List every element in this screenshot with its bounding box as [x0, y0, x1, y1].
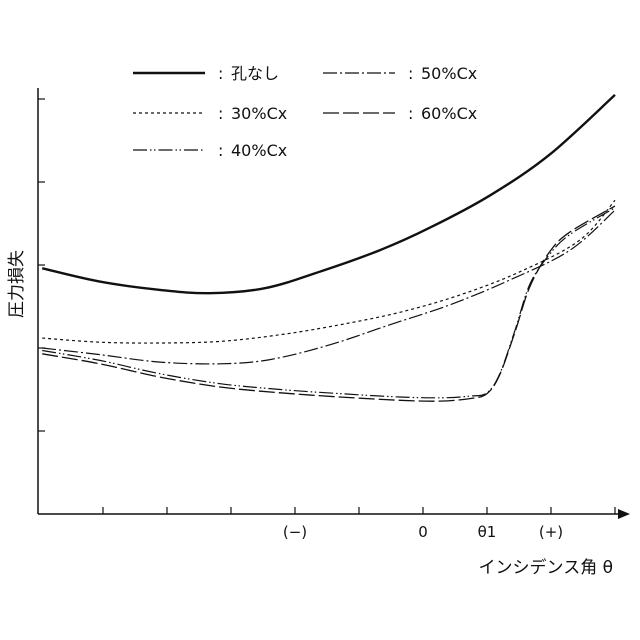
series-line-50%Cx	[42, 209, 616, 365]
legend-item: :30%Cx	[133, 104, 287, 123]
x-tick-label: (−)	[283, 523, 307, 541]
legend-label: 60%Cx	[421, 104, 477, 123]
legend-item: :40%Cx	[133, 141, 287, 160]
series-line-60%Cx	[42, 205, 616, 402]
legend-separator: :	[218, 64, 223, 83]
legend-separator: :	[408, 104, 413, 123]
series-line-30%Cx	[42, 199, 616, 344]
legend-item: :50%Cx	[323, 64, 477, 83]
legend-label: 40%Cx	[231, 141, 287, 160]
x-tick-label: θ1	[478, 523, 497, 541]
legend-separator: :	[408, 64, 413, 83]
x-axis-label: インシデンス角 θ	[479, 557, 613, 578]
axes	[37, 88, 630, 519]
legend-label: 孔なし	[231, 64, 279, 83]
legend: : 孔なし: 30%Cx: 40%Cx: 50%Cx: 60%Cx	[133, 64, 477, 160]
x-axis-arrow	[618, 509, 630, 519]
series-line-40%Cx	[42, 207, 616, 399]
series-line-孔なし	[41, 94, 616, 295]
x-tick-label: 0	[418, 523, 428, 541]
legend-separator: :	[218, 141, 223, 160]
legend-label: 30%Cx	[231, 104, 287, 123]
y-axis-label: 圧力損失	[7, 250, 27, 318]
legend-separator: :	[218, 104, 223, 123]
legend-label: 50%Cx	[421, 64, 477, 83]
x-tick-label: (+)	[539, 523, 563, 541]
legend-item: :60%Cx	[323, 104, 477, 123]
legend-item: : 孔なし	[133, 64, 279, 83]
